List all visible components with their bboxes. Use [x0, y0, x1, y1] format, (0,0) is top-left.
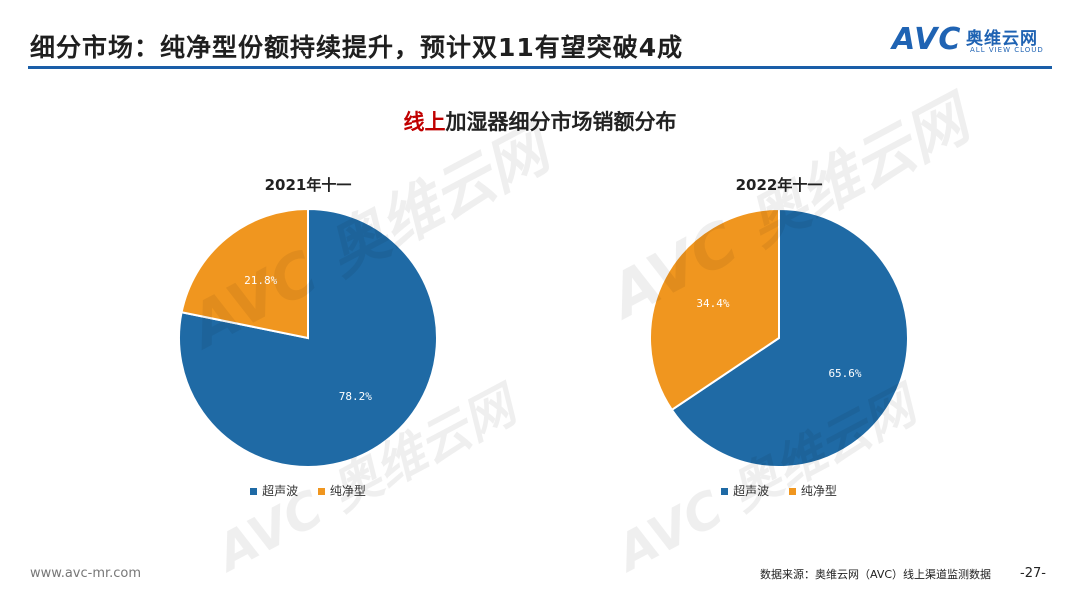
pie-chart-svg: 65.6% 34.4%: [649, 207, 909, 468]
logo-name-cn: 奥维云网: [966, 29, 1038, 49]
pie-data-label: 65.6%: [828, 367, 861, 380]
pie-slice-pure: [649, 207, 780, 412]
legend-swatch-ultrasonic: [721, 488, 729, 495]
pie-slice-pure: [180, 207, 309, 340]
pie-data-label: 21.8%: [244, 274, 277, 287]
pie-legend: 超声波 纯净型: [629, 482, 929, 499]
page-number: -27-: [1020, 566, 1046, 581]
legend-swatch-pure: [317, 488, 325, 495]
avc-logo: AVC 奥维云网 ALL VIEW CLOUD: [892, 22, 1062, 62]
legend-label: 超声波: [733, 484, 770, 498]
pie-slice-ultrasonic: [670, 207, 909, 468]
pie-chart-2022: 2022年十一 65.6% 34.4% 超声波 纯净型: [629, 170, 929, 510]
footer-data-source: 数据来源：奥维云网（AVC）线上渠道监测数据: [760, 568, 992, 581]
logo-mark: AVC: [892, 22, 962, 57]
chart-main-title-rest: 加湿器细分市场销额分布: [445, 110, 677, 134]
pie-chart-svg: 78.2% 21.8%: [178, 207, 438, 468]
legend-item-ultrasonic: 超声波: [721, 482, 769, 499]
pie-chart-title: 2021年十一: [264, 176, 352, 194]
legend-swatch-pure: [788, 488, 796, 495]
pie-chart-2021: 2021年十一 78.2% 21.8% 超声波 纯净型: [158, 170, 458, 510]
chart-main-title-accent: 线上: [403, 110, 446, 134]
legend-swatch-ultrasonic: [250, 488, 258, 495]
legend-label: 超声波: [262, 484, 299, 498]
header-divider: [28, 66, 1052, 69]
legend-label: 纯净型: [329, 484, 366, 498]
logo-name-en: ALL VIEW CLOUD: [970, 46, 1044, 54]
chart-main-title: 线上加湿器细分市场销额分布: [0, 106, 1080, 136]
legend-label: 纯净型: [800, 484, 837, 498]
pie-data-label: 78.2%: [339, 390, 372, 403]
legend-item-ultrasonic: 超声波: [250, 482, 298, 499]
page-title: 细分市场：纯净型份额持续提升，预计双11有望突破4成: [30, 33, 684, 62]
pie-chart-title: 2022年十一: [735, 176, 823, 194]
legend-item-pure: 纯净型: [788, 482, 837, 499]
pie-legend: 超声波 纯净型: [158, 482, 458, 499]
pie-slice-ultrasonic: [178, 207, 438, 468]
pie-data-label: 34.4%: [696, 297, 729, 310]
footer-website: www.avc-mr.com: [30, 566, 142, 581]
legend-item-pure: 纯净型: [317, 482, 366, 499]
